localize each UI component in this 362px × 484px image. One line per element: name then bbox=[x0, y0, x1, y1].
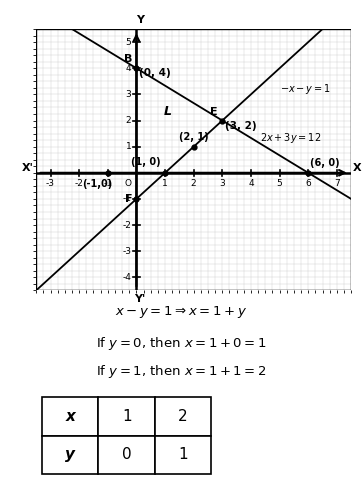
Text: -2: -2 bbox=[122, 221, 131, 229]
Text: 3: 3 bbox=[126, 90, 131, 99]
Text: -2: -2 bbox=[75, 179, 84, 187]
Text: -3: -3 bbox=[46, 179, 55, 187]
Text: -4: -4 bbox=[122, 273, 131, 282]
Text: If $y = 1$, then $x = 1 + 1 = 2$: If $y = 1$, then $x = 1 + 1 = 2$ bbox=[96, 363, 266, 380]
Text: 1: 1 bbox=[126, 142, 131, 151]
Text: (-1,0): (-1,0) bbox=[82, 179, 112, 189]
Text: If $y = 0$, then $x = 1 + 0 = 1$: If $y = 0$, then $x = 1 + 0 = 1$ bbox=[96, 335, 266, 352]
Text: 2: 2 bbox=[191, 179, 197, 187]
Text: 2: 2 bbox=[126, 116, 131, 125]
Text: O: O bbox=[124, 179, 131, 187]
Text: 5: 5 bbox=[126, 38, 131, 46]
Text: Y: Y bbox=[136, 15, 144, 25]
Text: -3: -3 bbox=[122, 247, 131, 256]
Text: (1, 0): (1, 0) bbox=[131, 157, 161, 167]
Text: 3: 3 bbox=[219, 179, 225, 187]
Text: 4: 4 bbox=[248, 179, 254, 187]
Text: (2, 1): (2, 1) bbox=[179, 132, 209, 142]
Text: (0, 4): (0, 4) bbox=[139, 68, 171, 78]
Text: 7: 7 bbox=[334, 179, 340, 187]
Text: -1: -1 bbox=[122, 195, 131, 203]
Text: L: L bbox=[164, 105, 172, 118]
Text: X: X bbox=[353, 163, 361, 173]
Text: $x - y = 1 \Rightarrow x = 1 + y$: $x - y = 1 \Rightarrow x = 1 + y$ bbox=[115, 304, 247, 320]
Text: 5: 5 bbox=[277, 179, 282, 187]
Text: 6: 6 bbox=[305, 179, 311, 187]
Text: (3, 2): (3, 2) bbox=[225, 121, 257, 131]
Text: -1: -1 bbox=[103, 179, 112, 187]
Text: F: F bbox=[125, 194, 132, 204]
Text: $-x-y=1$: $-x-y=1$ bbox=[279, 82, 331, 96]
Text: 4: 4 bbox=[126, 64, 131, 73]
Text: Y': Y' bbox=[134, 294, 146, 304]
Text: $2x+3y=12$: $2x+3y=12$ bbox=[260, 131, 321, 145]
Text: 1: 1 bbox=[162, 179, 168, 187]
Text: (6, 0): (6, 0) bbox=[310, 158, 339, 168]
Text: X': X' bbox=[21, 163, 33, 173]
Text: E: E bbox=[210, 106, 218, 117]
Text: B: B bbox=[124, 54, 132, 64]
